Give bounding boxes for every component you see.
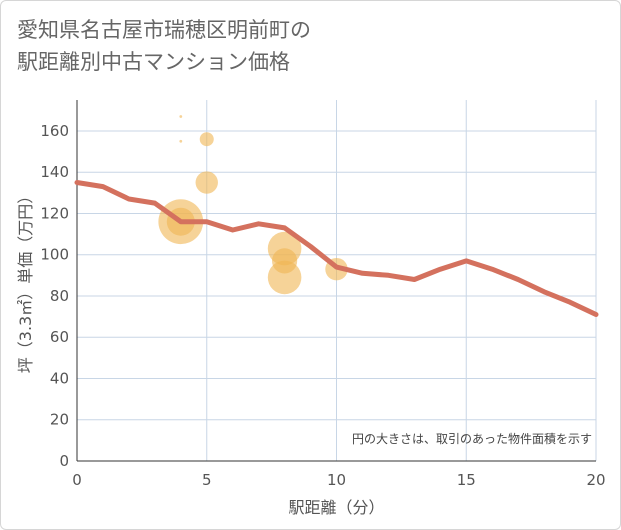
y-tick-label: 140	[40, 163, 69, 181]
tick-labels: 0 20 40 60 80 100 120 140 160 0 5 10 15 20	[40, 122, 605, 489]
x-tick-label: 0	[72, 471, 82, 489]
y-tick-label: 40	[50, 369, 69, 387]
x-tick-label: 20	[586, 471, 605, 489]
y-tick-label: 20	[50, 411, 69, 429]
average-price-line	[74, 180, 599, 317]
x-tick-label: 5	[202, 471, 212, 489]
chart-title: 愛知県名古屋市瑞穂区明前町の 駅距離別中古マンション価格	[17, 18, 311, 74]
x-tick-label: 10	[327, 471, 346, 489]
x-axis-label: 駅距離（分）	[288, 498, 384, 517]
y-tick-label: 0	[59, 452, 69, 470]
transaction-bubble	[179, 115, 183, 118]
transaction-bubble	[179, 139, 183, 143]
grid	[77, 100, 597, 461]
x-tick-label: 15	[457, 471, 476, 489]
bubbles	[158, 115, 348, 295]
transaction-bubble	[195, 171, 218, 194]
y-tick-label: 60	[50, 328, 69, 346]
y-tick-label: 100	[40, 246, 69, 264]
y-tick-label: 160	[40, 122, 69, 140]
y-tick-label: 80	[50, 287, 69, 305]
axes	[76, 100, 596, 462]
transaction-bubble	[199, 132, 214, 147]
y-axis-label: 坪（3.3㎡）単価（万円）	[16, 188, 35, 373]
transaction-bubble	[267, 260, 302, 295]
y-tick-label: 120	[40, 204, 69, 222]
bubble-size-note: 円の大きさは、取引のあった物件面積を示す	[352, 431, 592, 446]
price-line-series	[74, 180, 599, 317]
